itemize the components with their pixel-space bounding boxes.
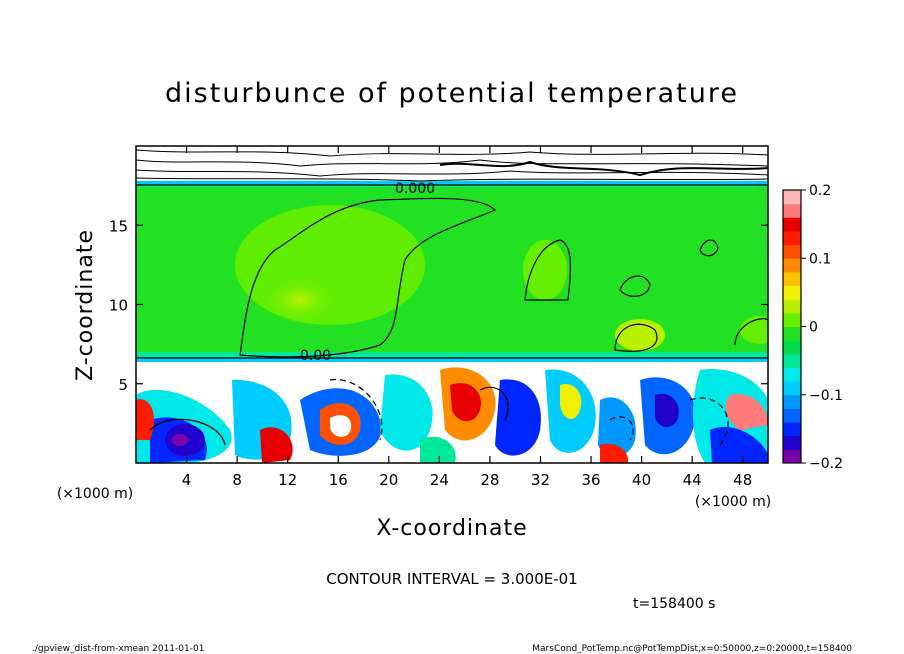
x-tick-label: 48 — [733, 471, 752, 489]
x-tick-label: 4 — [182, 471, 192, 489]
colorbar-segment — [783, 271, 801, 287]
colorbar-segment — [783, 203, 801, 218]
colorbar-segment — [783, 449, 801, 464]
y-axis-ticks: 5 10 15 — [109, 217, 768, 394]
colorbar-segment — [783, 244, 801, 259]
x-tick-label: 28 — [480, 471, 499, 489]
colorbar-tick-label: −0.1 — [809, 388, 843, 404]
colorbar-segment — [783, 299, 801, 314]
x-axis-label: X-coordinate — [376, 516, 527, 541]
x-tick-label: 20 — [379, 471, 398, 489]
y-tick-label: 15 — [109, 217, 128, 235]
colorbar-tick-label: 0.1 — [809, 251, 831, 267]
x-tick-label: 44 — [683, 471, 702, 489]
contour-label-top: 0.000 — [395, 181, 435, 197]
colorbar-segment — [783, 285, 801, 300]
footer-left: ./gpview_dist-from-xmean 2011-01-01 — [32, 644, 204, 654]
x-tick-label: 40 — [632, 471, 651, 489]
colorbar-segment — [783, 258, 801, 273]
colorbar-tick-label: 0 — [809, 320, 818, 336]
contour-label-mid: 0.00 — [300, 348, 331, 364]
x-unit-right: (×1000 m) — [695, 494, 771, 510]
colorbar-segment — [783, 381, 801, 396]
x-tick-label: 8 — [232, 471, 242, 489]
plot-area: 0.000 0.00 — [136, 146, 768, 463]
colorbar-segment — [783, 230, 801, 246]
colorbar-segment — [783, 312, 801, 327]
x-tick-label: 16 — [329, 471, 348, 489]
y-unit-left: (×1000 m) — [57, 486, 133, 502]
x-tick-label: 12 — [278, 471, 297, 489]
colorbar-segment — [783, 422, 801, 437]
time-text: t=158400 s — [633, 596, 715, 612]
footer-right: MarsCond_PotTemp.nc@PotTempDist,x=0:5000… — [532, 644, 852, 654]
x-axis-ticks: 4 8 12 16 20 24 28 32 36 40 44 48 — [182, 146, 752, 489]
colorbar-segment — [783, 326, 801, 341]
colorbar-segment — [783, 435, 801, 450]
colorbar-ticks: 0.2 0.1 0 −0.1 −0.2 — [801, 183, 843, 472]
colorbar-segment — [783, 340, 801, 355]
turbulent-blobs — [136, 367, 768, 463]
contour-lines — [136, 184, 768, 446]
colorbar-segment — [783, 217, 801, 232]
colorbar-segment — [783, 190, 801, 205]
colorbar-tick-label: −0.2 — [809, 456, 843, 472]
x-tick-label: 32 — [531, 471, 550, 489]
contour-interval-text: CONTOUR INTERVAL = 3.000E-01 — [326, 570, 577, 588]
y-tick-label: 10 — [109, 297, 128, 315]
colorbar-segment — [783, 353, 801, 368]
colorbar-tick-label: 0.2 — [809, 183, 831, 199]
colorbar — [782, 189, 802, 464]
colorbar-segment — [783, 394, 801, 409]
chart-title: disturbunce of potential temperature — [165, 78, 739, 109]
x-tick-label: 24 — [430, 471, 449, 489]
x-tick-label: 36 — [581, 471, 600, 489]
colorbar-segment — [783, 408, 801, 423]
colorbar-segment — [783, 367, 801, 382]
y-axis-label: Z-coordinate — [73, 229, 98, 381]
y-tick-label: 5 — [118, 376, 128, 394]
